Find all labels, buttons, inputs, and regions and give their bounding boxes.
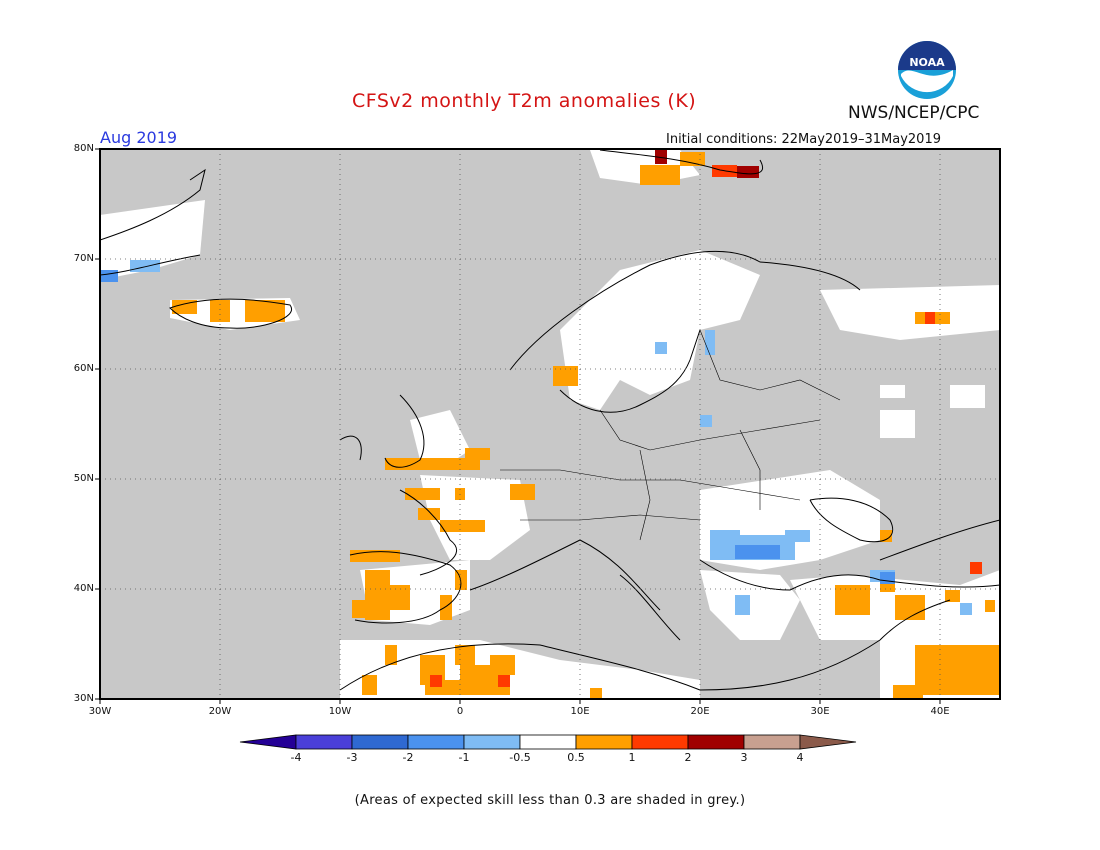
colorbar bbox=[239, 734, 857, 750]
forecast-month: Aug 2019 bbox=[100, 128, 178, 147]
colorbar-swatch bbox=[575, 734, 633, 750]
lon-tick-label: 0 bbox=[456, 706, 464, 717]
country-borders bbox=[500, 329, 841, 541]
map-regions bbox=[100, 149, 1000, 699]
colorbar-swatch bbox=[519, 734, 577, 750]
lon-tick-label: 10W bbox=[328, 706, 352, 717]
initial-conditions: Initial conditions: 22May2019–31May2019 bbox=[666, 132, 941, 147]
lat-tick-label: 40N bbox=[73, 583, 94, 594]
map-title: CFSv2 monthly T2m anomalies (K) bbox=[352, 90, 697, 112]
colorbar-label: -0.5 bbox=[509, 751, 531, 764]
noaa-logo-icon: NOAA bbox=[898, 41, 956, 99]
very-warm-anomaly-regions bbox=[655, 150, 759, 178]
lon-tick-label: 30E bbox=[810, 706, 830, 717]
lon-tick-label: 40E bbox=[930, 706, 950, 717]
colorbar-swatch bbox=[463, 734, 521, 750]
lat-tick-label: 80N bbox=[73, 143, 94, 154]
svg-text:NOAA: NOAA bbox=[909, 56, 945, 69]
colorbar-label: 3 bbox=[740, 751, 748, 764]
gridlines bbox=[100, 149, 1000, 699]
strong-warm-anomaly-regions bbox=[430, 165, 982, 687]
colorbar-label: 4 bbox=[796, 751, 804, 764]
colorbar-label: -4 bbox=[290, 751, 302, 764]
agency-label: NWS/NCEP/CPC bbox=[848, 103, 980, 123]
colorbar-swatch bbox=[351, 734, 409, 750]
coastlines bbox=[100, 149, 1000, 691]
colorbar-swatch bbox=[687, 734, 745, 750]
colorbar-label: -3 bbox=[346, 751, 358, 764]
colorbar-label: 0.5 bbox=[567, 751, 585, 764]
colorbar-label: -2 bbox=[402, 751, 414, 764]
colorbar-swatch bbox=[743, 734, 801, 750]
colorbar-lower-extend bbox=[239, 734, 297, 750]
colorbar-upper-extend bbox=[799, 734, 857, 750]
colorbar-swatch bbox=[631, 734, 689, 750]
lat-tick-label: 70N bbox=[73, 253, 94, 264]
lat-tick-label: 60N bbox=[73, 363, 94, 374]
lat-tick-label: 30N bbox=[73, 693, 94, 704]
lon-tick-label: 20W bbox=[208, 706, 232, 717]
lon-tick-label: 10E bbox=[570, 706, 590, 717]
skill-note: (Areas of expected skill less than 0.3 a… bbox=[354, 793, 746, 808]
lat-tick-label: 50N bbox=[73, 473, 94, 484]
lon-tick-label: 20E bbox=[690, 706, 710, 717]
colorbar-label: 1 bbox=[628, 751, 636, 764]
map-frame bbox=[99, 148, 1001, 700]
lon-tick-label: 30W bbox=[88, 706, 112, 717]
colorbar-label: 2 bbox=[684, 751, 692, 764]
colorbar-swatch bbox=[295, 734, 353, 750]
axis-ticks bbox=[95, 148, 941, 704]
colorbar-label: -1 bbox=[458, 751, 470, 764]
colorbar-swatch bbox=[407, 734, 465, 750]
